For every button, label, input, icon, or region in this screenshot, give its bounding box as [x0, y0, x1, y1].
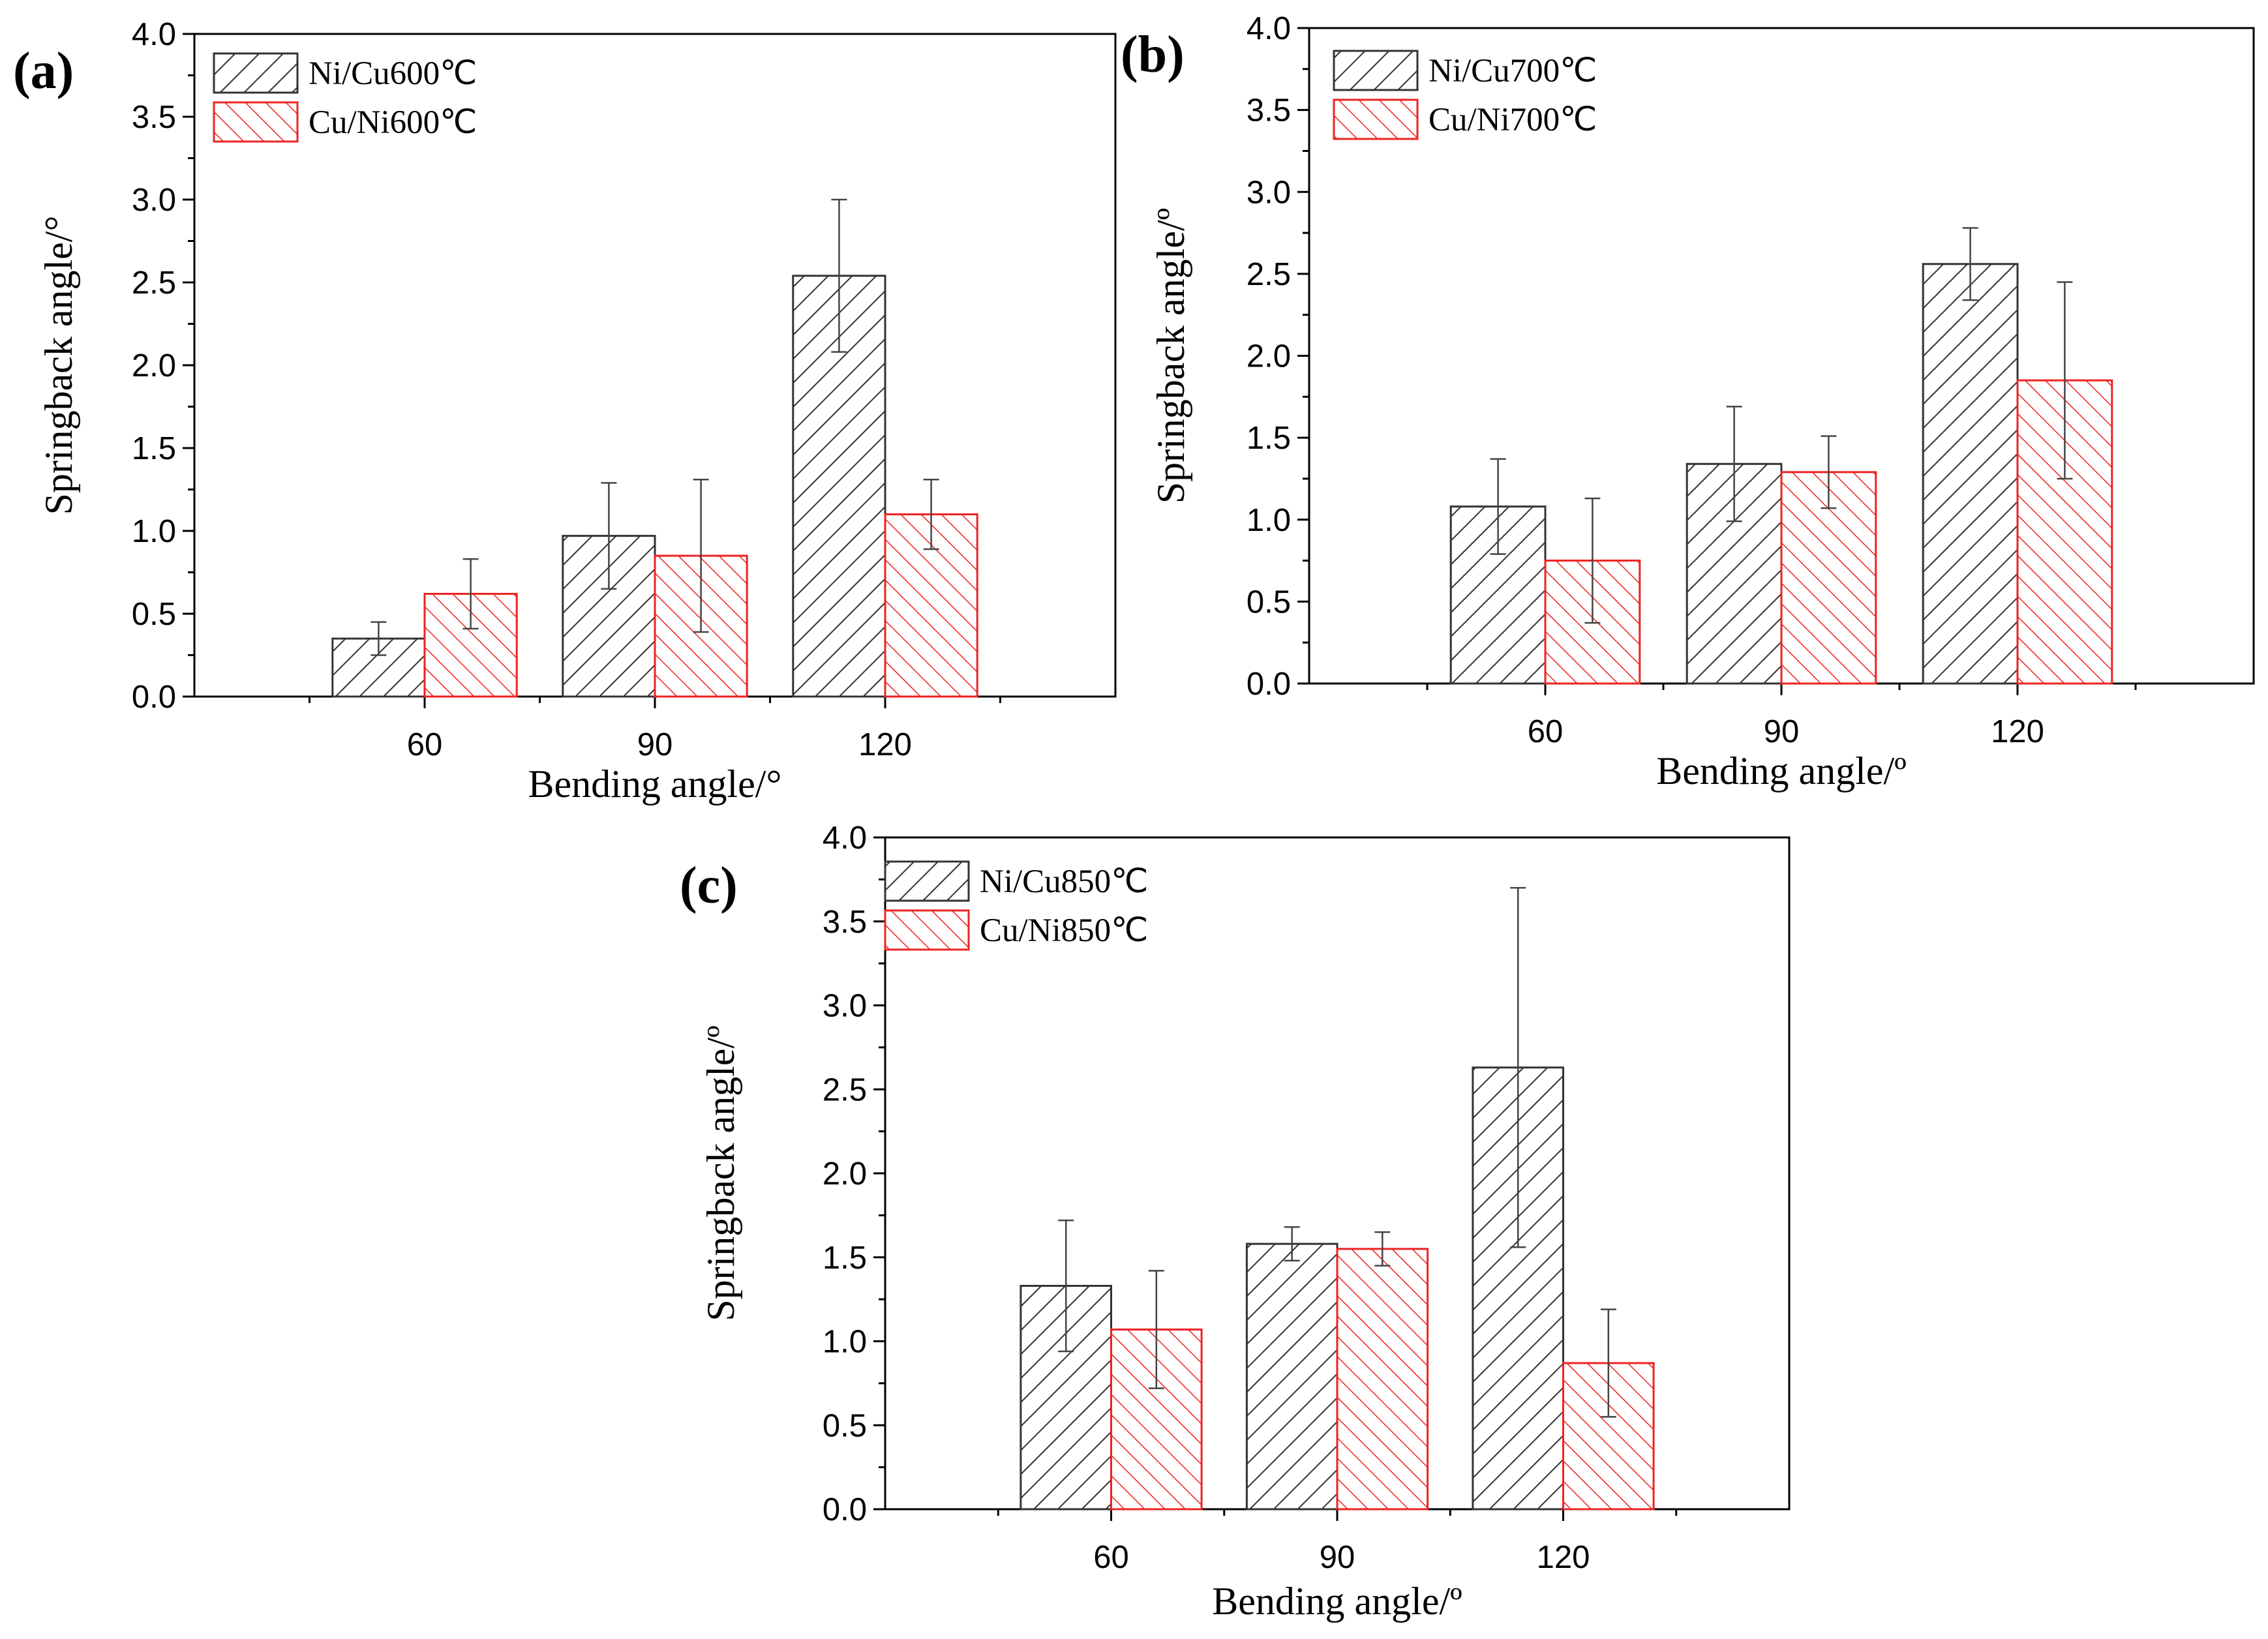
y-tick-label: 1.5 — [823, 1241, 867, 1276]
x-tick-label: 90 — [1320, 1540, 1355, 1575]
y-tick-label: 1.5 — [132, 431, 176, 466]
x-axis-title: Bending angle/º — [1212, 1580, 1462, 1623]
x-axis-title: Bending angle/º — [1656, 749, 1907, 792]
bar-cu-ni — [1562, 1362, 1655, 1511]
y-tick-label: 2.5 — [132, 265, 176, 301]
legend-label: Ni/Cu850℃ — [980, 864, 1148, 900]
y-tick-label: 2.0 — [1247, 339, 1291, 374]
y-tick-label: 3.0 — [823, 989, 867, 1024]
panel-label: (c) — [680, 857, 738, 914]
x-tick-label: 60 — [407, 727, 443, 762]
y-tick-label: 1.0 — [1247, 503, 1291, 538]
legend-label: Cu/Ni850℃ — [980, 912, 1148, 949]
y-tick-label: 3.5 — [132, 100, 176, 135]
y-tick-label: 0.5 — [1247, 584, 1291, 620]
y-tick-label: 2.0 — [823, 1156, 867, 1192]
chart-panel-a: 0.0 0.5 1.0 1.5 2.0 2.5 3.0 3.5 4.0 60 90 120 Ni/Cu6… — [13, 17, 1117, 805]
x-axis-title: Bending angle/° — [528, 762, 782, 805]
legend-swatch-cu-ni — [213, 101, 299, 143]
x-tick-label: 90 — [1764, 714, 1800, 749]
y-tick-label: 2.5 — [823, 1072, 867, 1107]
legend-label: Ni/Cu600℃ — [309, 55, 477, 92]
legend-label: Cu/Ni600℃ — [309, 104, 477, 141]
y-tick-label: 4.0 — [132, 17, 176, 52]
y-tick-label: 4.0 — [1247, 11, 1291, 46]
legend-swatch-ni-cu — [213, 52, 299, 94]
x-tick-label: 60 — [1093, 1540, 1129, 1575]
x-tick-label: 90 — [637, 727, 673, 762]
legend-label: Ni/Cu700℃ — [1429, 53, 1597, 89]
y-tick-label: 3.5 — [823, 905, 867, 940]
y-tick-label: 1.0 — [823, 1325, 867, 1360]
y-tick-label: 4.0 — [823, 820, 867, 856]
x-tick-label: 120 — [1991, 714, 2044, 749]
legend-label: Cu/Ni700℃ — [1429, 102, 1597, 138]
y-tick-label: 3.5 — [1247, 93, 1291, 128]
y-tick-label: 0.0 — [132, 680, 176, 715]
legend-swatch-ni-cu — [1333, 50, 1419, 91]
y-tick-label: 0.5 — [132, 597, 176, 632]
chart-panel-b: 0.0 0.5 1.0 1.5 2.0 2.5 3.0 3.5 4.0 60 90 120 Ni/Cu7… — [1121, 11, 2255, 792]
bar-cu-ni — [1336, 1248, 1429, 1511]
y-axis-title: Springback angle/º — [699, 1025, 742, 1321]
y-tick-label: 3.0 — [132, 183, 176, 218]
y-tick-label: 3.0 — [1247, 175, 1291, 210]
legend-swatch-ni-cu — [884, 860, 970, 902]
y-tick-label: 0.0 — [823, 1492, 867, 1527]
y-tick-label: 0.5 — [823, 1408, 867, 1443]
y-tick-label: 2.5 — [1247, 257, 1291, 292]
y-axis-title: Springback angle/º — [1149, 208, 1192, 504]
y-axis-title: Springback angle/° — [37, 216, 80, 515]
chart-panel-c: 0.0 0.5 1.0 1.5 2.0 2.5 3.0 3.5 4.0 60 90 120 Ni/Cu8… — [680, 820, 1791, 1623]
y-tick-label: 1.5 — [1247, 421, 1291, 456]
legend-swatch-cu-ni — [1333, 98, 1419, 140]
panel-label: (a) — [13, 42, 74, 100]
x-tick-label: 120 — [1537, 1540, 1590, 1575]
y-tick-label: 0.0 — [1247, 667, 1291, 702]
legend-swatch-cu-ni — [884, 909, 970, 951]
bar-ni-cu — [1922, 263, 2019, 685]
y-tick-label: 1.0 — [132, 514, 176, 549]
panel-label: (b) — [1121, 26, 1185, 83]
x-tick-label: 120 — [858, 727, 912, 762]
x-tick-label: 60 — [1528, 714, 1564, 749]
bar-ni-cu — [1245, 1242, 1338, 1511]
y-tick-label: 2.0 — [132, 348, 176, 383]
